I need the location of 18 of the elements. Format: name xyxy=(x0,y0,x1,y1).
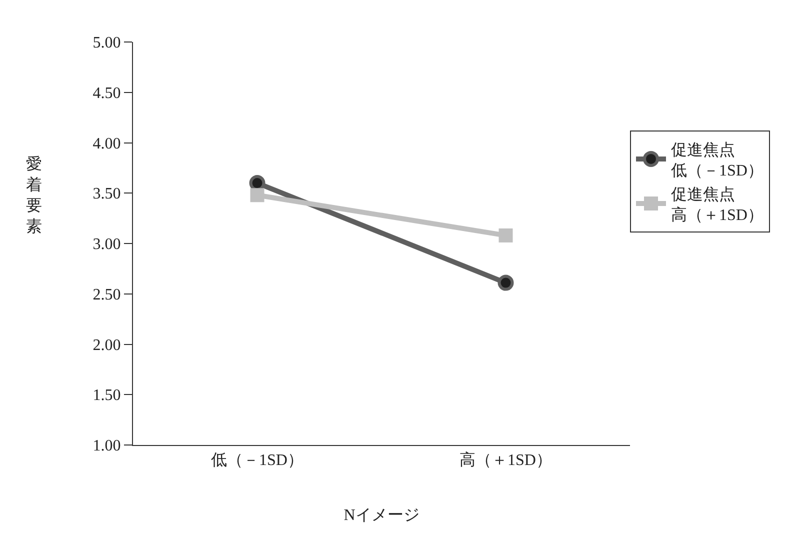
x-tick-label: 低（－1SD） xyxy=(211,452,304,470)
y-tick-label: 4.00 xyxy=(92,135,121,152)
y-tick-label: 2.50 xyxy=(92,286,121,304)
y-tick-label: 2.00 xyxy=(92,336,121,354)
point xyxy=(498,228,513,242)
point xyxy=(250,188,264,202)
y-tick-label: 1.00 xyxy=(92,438,121,455)
legend-label: 促進焦点低（－1SD） xyxy=(671,140,764,180)
y-tick-label: 1.50 xyxy=(92,387,121,404)
legend-label: 促進焦点高（＋1SD） xyxy=(671,185,764,224)
point xyxy=(498,274,514,291)
y-tick-label: 5.00 xyxy=(92,34,121,52)
y-tick-label: 4.50 xyxy=(92,84,121,102)
y-tick-label: 3.00 xyxy=(92,236,121,254)
y-axis-title: 愛着要素 xyxy=(26,155,42,236)
y-tick-label: 3.50 xyxy=(92,186,121,203)
x-axis-title: Nイメージ xyxy=(344,506,420,524)
x-tick-label: 高（＋1SD） xyxy=(460,451,552,470)
